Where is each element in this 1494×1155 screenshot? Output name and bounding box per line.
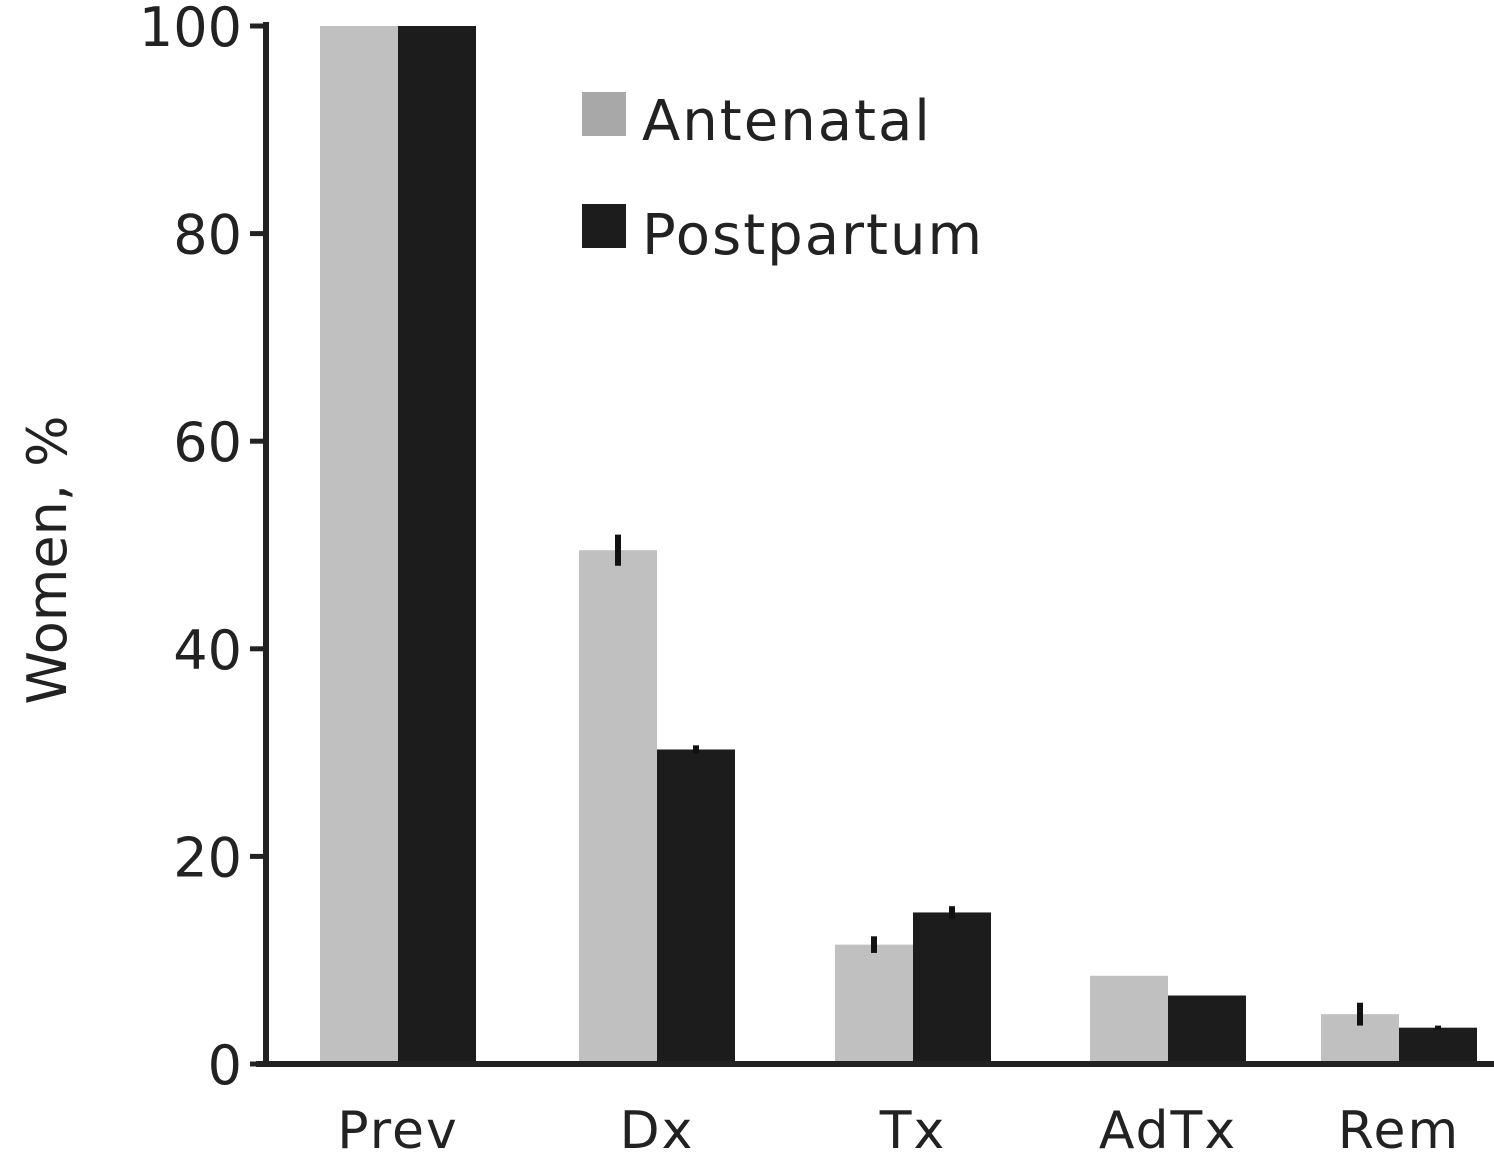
x-category-label: Rem <box>1338 1101 1460 1155</box>
bar-postpartum-tx <box>913 912 991 1064</box>
y-tick-label: 0 <box>208 1034 242 1097</box>
bar-postpartum-rem <box>1399 1027 1477 1064</box>
y-tick-label: 80 <box>173 204 242 267</box>
bar-postpartum-prev <box>398 26 476 1064</box>
y-tick-label: 20 <box>173 826 242 889</box>
error-bars-layer <box>615 534 1441 1030</box>
x-category-label: Prev <box>337 1101 458 1155</box>
axes-layer <box>256 22 1494 1067</box>
bar-antenatal-adtx <box>1090 975 1168 1064</box>
y-tick-label: 40 <box>173 619 242 682</box>
x-category-labels: Prev Dx Tx AdTx Rem <box>337 1101 1460 1155</box>
legend-label-postpartum: Postpartum <box>642 203 984 268</box>
legend-swatch-postpartum <box>582 204 626 248</box>
bar-antenatal-tx <box>835 944 913 1064</box>
y-ticks: 0 20 40 60 80 100 <box>139 0 266 1097</box>
legend-label-antenatal: Antenatal <box>642 89 932 154</box>
legend: Antenatal Postpartum <box>582 89 984 268</box>
x-category-label: Tx <box>879 1101 947 1155</box>
y-tick-label: 60 <box>173 411 242 474</box>
y-tick-label: 100 <box>139 0 242 59</box>
bar-antenatal-prev <box>320 26 398 1064</box>
x-category-label: AdTx <box>1099 1101 1237 1155</box>
bar-postpartum-adtx <box>1168 995 1246 1064</box>
y-axis-title: Women, % <box>16 416 79 705</box>
bars-layer <box>320 26 1477 1064</box>
bar-antenatal-dx <box>579 550 657 1064</box>
legend-swatch-antenatal <box>582 92 626 136</box>
bar-postpartum-dx <box>657 749 735 1064</box>
x-category-label: Dx <box>620 1101 695 1155</box>
